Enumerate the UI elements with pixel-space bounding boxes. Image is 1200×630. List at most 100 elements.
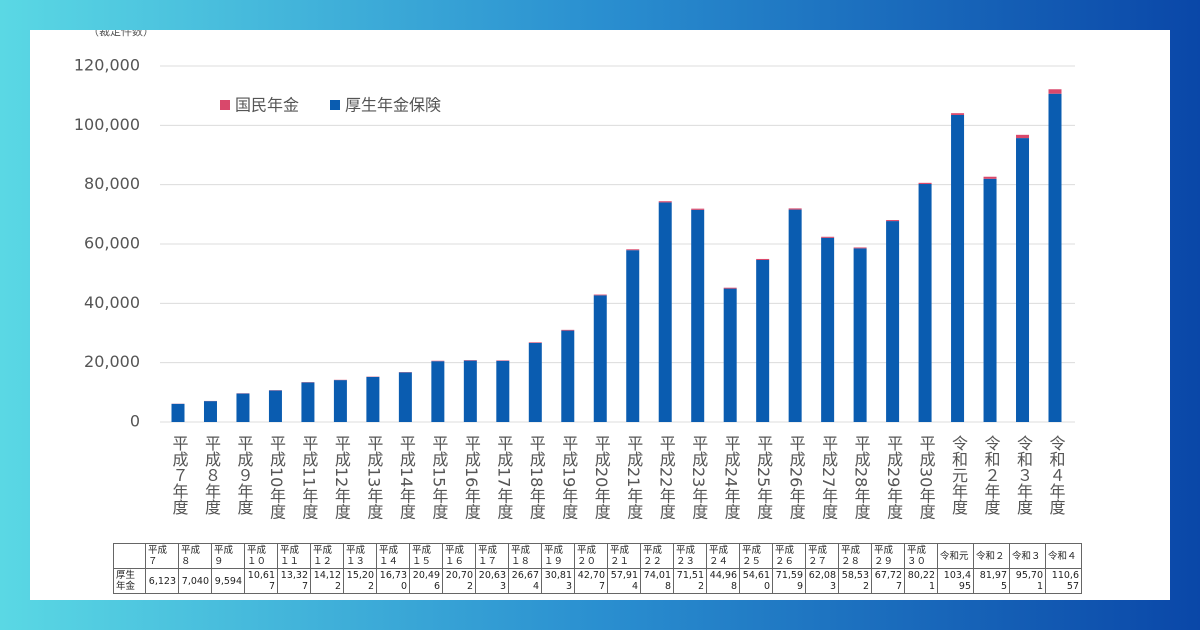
value-cell: 13,327 [277, 568, 311, 594]
value-cell: 57,914 [607, 568, 641, 594]
x-tick-label: 平成９年度 [234, 435, 253, 515]
header-cell: 平成２４ [706, 543, 740, 569]
header-cell: 平成２０ [574, 543, 608, 569]
data-row: 厚生年金 6,123 7,040 9,594 10,617 13,327 14,122 15,… [113, 568, 1082, 594]
bar-segment [918, 182, 932, 185]
bar-segment [626, 249, 640, 251]
x-tick-label: 平成14年度 [397, 435, 416, 519]
header-cell: 平成１８ [508, 543, 542, 569]
bar-segment [918, 184, 932, 422]
bar-segment [528, 342, 542, 343]
header-cell: 平成１２ [310, 543, 344, 569]
bar-segment [593, 294, 607, 296]
data-table: 平成７ 平成８ 平成９ 平成１０ 平成１１ 平成１２ 平成１３ 平成１４ 平成１５ 平成１６ 平成１… [113, 543, 1082, 594]
x-tick-label: 令和４年度 [1047, 435, 1066, 515]
bar-segment [1048, 93, 1062, 423]
x-tick-label: 平成21年度 [624, 435, 643, 519]
x-tick-label: 令和２年度 [982, 435, 1001, 515]
y-tick-label: 40,000 [84, 293, 140, 312]
header-row: 平成７ 平成８ 平成９ 平成１０ 平成１１ 平成１２ 平成１３ 平成１４ 平成１５ 平成１６ 平成１… [113, 543, 1082, 569]
bar-segment [626, 250, 640, 422]
x-tick-label: 平成18年度 [527, 435, 546, 519]
x-tick-label: 平成19年度 [559, 435, 578, 519]
x-tick-label: 平成30年度 [917, 435, 936, 519]
x-tick-label: 平成17年度 [494, 435, 513, 519]
bar-segment [951, 113, 965, 115]
header-cell: 平成１０ [244, 543, 278, 569]
value-cell: 20,702 [442, 568, 476, 594]
value-cell: 20,633 [475, 568, 509, 594]
y-tick-label: 0 [130, 412, 140, 431]
value-cell: 71,599 [772, 568, 806, 594]
bar-segment [886, 221, 900, 422]
legend-label: 厚生年金保険 [345, 96, 441, 115]
value-cell: 71,512 [673, 568, 707, 594]
header-cell: 平成３０ [904, 543, 938, 569]
header-cell: 平成１７ [475, 543, 509, 569]
x-tick-label: 平成24年度 [722, 435, 741, 519]
bar-segment [691, 209, 705, 422]
value-cell: 26,674 [508, 568, 542, 594]
bar-segment [886, 220, 900, 222]
panel: （裁定件数） 0 20,000 40,000 60,000 80,000 100,000 1… [30, 30, 1170, 600]
bar-segment [301, 382, 315, 422]
bar-segment [723, 287, 737, 289]
header-cell: 平成２８ [838, 543, 872, 569]
header-cell: 平成２７ [805, 543, 839, 569]
bar-segment [496, 360, 510, 422]
value-cell: 6,123 [145, 568, 179, 594]
bar-segment [333, 380, 347, 422]
value-cell: 81,975 [973, 568, 1010, 594]
bar-segment [723, 288, 737, 422]
x-tick-label: 令和３年度 [1014, 435, 1033, 515]
bar-segment [691, 208, 705, 210]
corner-cell [113, 543, 146, 569]
bar-segment [853, 248, 867, 422]
value-cell: 16,730 [376, 568, 410, 594]
value-cell: 58,532 [838, 568, 872, 594]
y-tick-label: 20,000 [84, 352, 140, 371]
x-tick-label: 平成25年度 [754, 435, 773, 519]
value-cell: 15,202 [343, 568, 377, 594]
y-tick-label: 80,000 [84, 174, 140, 193]
bar-segment [528, 342, 542, 422]
value-cell: 10,617 [244, 568, 278, 594]
bar-segment [268, 390, 282, 422]
bar-segment [951, 114, 965, 422]
bar-segment [1016, 134, 1030, 139]
bar-segment [1016, 138, 1030, 422]
header-cell: 平成１１ [277, 543, 311, 569]
bar-segment [398, 372, 412, 422]
header-cell: 平成１５ [409, 543, 443, 569]
x-tick-label: 平成26年度 [787, 435, 806, 519]
legend-label: 国民年金 [235, 96, 299, 115]
x-tick-label: 平成20年度 [592, 435, 611, 519]
bar-segment [236, 393, 250, 422]
bar-segment [366, 376, 380, 422]
value-cell: 14,122 [310, 568, 344, 594]
y-tick-label: 100,000 [74, 115, 140, 134]
x-tick-label: 平成13年度 [364, 435, 383, 519]
header-cell: 令和３ [1009, 543, 1046, 569]
header-cell: 平成２６ [772, 543, 806, 569]
x-tick-label: 平成28年度 [852, 435, 871, 519]
x-tick-label: 平成29年度 [884, 435, 903, 519]
bar-segment [983, 176, 997, 179]
value-cell: 20,496 [409, 568, 443, 594]
header-cell: 令和２ [973, 543, 1010, 569]
bar-segment [983, 178, 997, 422]
value-cell: 42,707 [574, 568, 608, 594]
x-tick-label: 平成27年度 [819, 435, 838, 519]
value-cell: 44,968 [706, 568, 740, 594]
value-cell: 103,495 [937, 568, 974, 594]
bar-segment [171, 403, 185, 422]
value-cell: 74,018 [640, 568, 674, 594]
x-tick-label: 平成12年度 [332, 435, 351, 519]
bar-segment [203, 401, 217, 422]
y-tick-label: 60,000 [84, 234, 140, 253]
header-cell: 平成１３ [343, 543, 377, 569]
x-tick-label: 令和元年度 [949, 435, 968, 515]
header-cell: 平成１６ [442, 543, 476, 569]
value-cell: 67,727 [871, 568, 905, 594]
